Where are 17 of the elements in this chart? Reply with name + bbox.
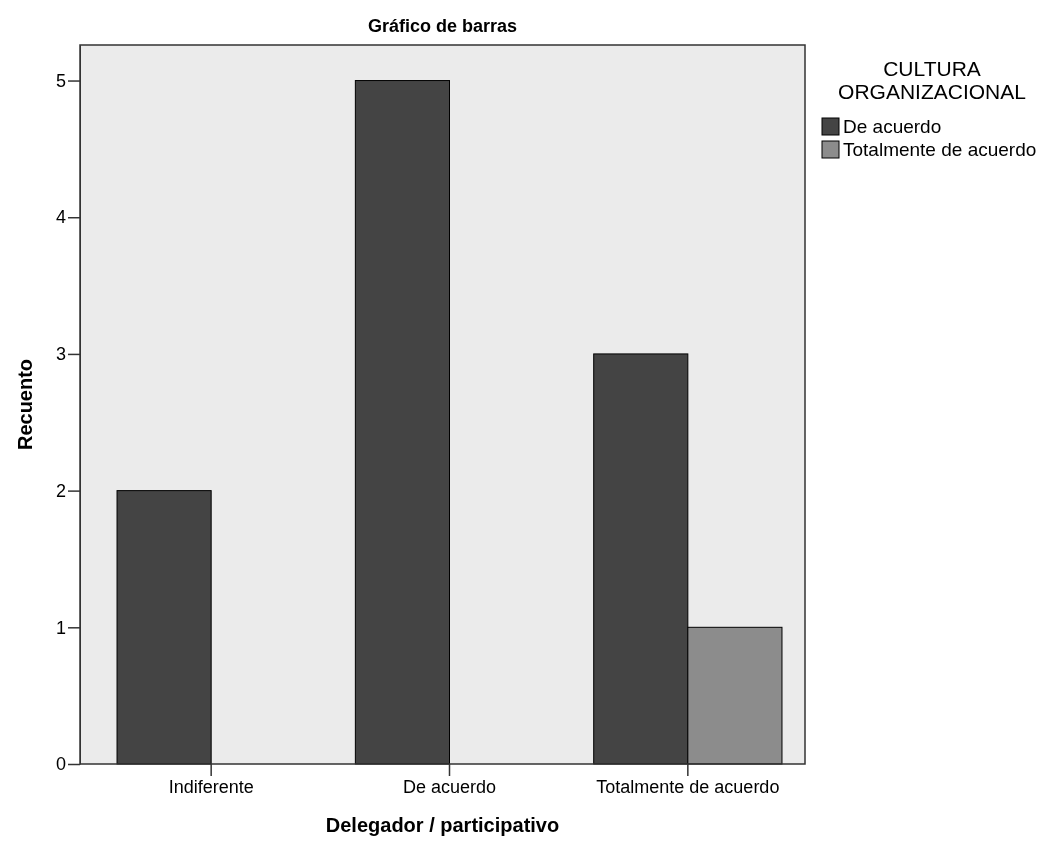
y-tick-label: 3 (55, 344, 66, 365)
bar (116, 490, 212, 765)
x-tick-label: Totalmente de acuerdo (596, 776, 780, 797)
y-tick-label: 1 (55, 617, 66, 638)
y-tick-label: 5 (55, 70, 66, 91)
legend-title: CULTURA ORGANIZACIONAL (838, 57, 1026, 103)
x-tick-label: Indiferente (168, 776, 254, 797)
x-tick-label: De acuerdo (402, 776, 497, 797)
chart-title: Gráfico de barras (367, 16, 518, 36)
legend-label: De acuerdo (843, 116, 942, 137)
y-tick-label: 0 (55, 754, 66, 775)
y-tick-label: 4 (55, 207, 66, 228)
y-tick-label: 2 (55, 480, 66, 501)
y-axis-title: Recuento (14, 358, 36, 451)
x-axis-title: Delegador / participativo (325, 814, 560, 836)
legend-label: Totalmente de acuerdo (843, 139, 1037, 160)
bar (354, 80, 450, 765)
